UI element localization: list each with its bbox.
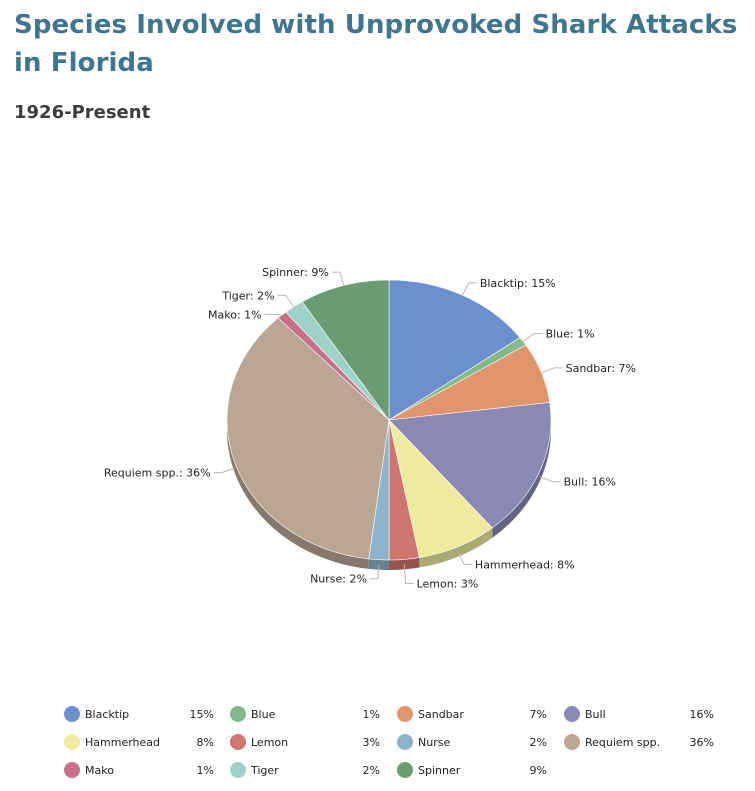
legend-value-lemon: 3% xyxy=(363,736,380,749)
legend-label-blacktip: Blacktip xyxy=(85,708,129,721)
data-label-requiem-spp: Requiem spp.: 36% xyxy=(104,467,211,480)
data-label-spinner: Spinner: 9% xyxy=(262,266,329,279)
legend-item-sandbar[interactable]: Sandbar 7% xyxy=(397,706,547,722)
legend-value-sandbar: 7% xyxy=(530,708,547,721)
pie-slice-blacktip[interactable] xyxy=(388,279,521,421)
legend-item-hammerhead[interactable]: Hammerhead 8% xyxy=(64,734,214,750)
pie-side-nurse xyxy=(368,558,389,570)
legend-marker-blue xyxy=(230,706,246,722)
legend-item-spinner[interactable]: Spinner 9% xyxy=(397,762,547,778)
label-leader-bull xyxy=(539,476,561,483)
legend-marker-bull xyxy=(564,706,580,722)
legend-marker-lemon xyxy=(230,734,246,750)
legend-value-bull: 16% xyxy=(690,708,714,721)
data-label-mako: Mako: 1% xyxy=(208,308,262,321)
legend-value-requiem-spp: 36% xyxy=(690,736,714,749)
pie-slice-bull[interactable] xyxy=(388,402,552,529)
legend-marker-requiem-spp xyxy=(564,734,580,750)
data-label-bull: Bull: 16% xyxy=(564,476,616,489)
data-labels: Blacktip: 15% Blue: 1% Sandbar: 7% Bull: 16… xyxy=(104,266,636,590)
pie-side-bull xyxy=(492,420,551,538)
legend-value-mako: 1% xyxy=(197,764,214,777)
legend-item-bull[interactable]: Bull 16% xyxy=(564,706,714,722)
legend-marker-blacktip xyxy=(64,706,80,722)
legend-marker-hammerhead xyxy=(64,734,80,750)
pie-side-lemon xyxy=(389,557,420,570)
legend-value-blue: 1% xyxy=(363,708,380,721)
legend-marker-tiger xyxy=(230,762,246,778)
data-label-hammerhead: Hammerhead: 8% xyxy=(475,558,575,571)
label-leader-spinner xyxy=(331,271,345,286)
legend-marker-spinner xyxy=(397,762,413,778)
data-label-blacktip: Blacktip: 15% xyxy=(480,277,556,290)
legend-item-lemon[interactable]: Lemon 3% xyxy=(230,734,380,750)
data-label-blue: Blue: 1% xyxy=(546,327,595,340)
label-leader-sandbar xyxy=(541,367,563,374)
legend-label-tiger: Tiger xyxy=(250,764,279,777)
legend-label-nurse: Nurse xyxy=(418,736,450,749)
pie-slice-spinner[interactable] xyxy=(301,279,390,421)
legend: Blacktip 15% Blue 1% Sandbar 7% Bull 16% Hammerh… xyxy=(64,706,714,778)
legend-label-lemon: Lemon xyxy=(251,736,288,749)
legend-value-blacktip: 15% xyxy=(190,708,214,721)
legend-label-blue: Blue xyxy=(251,708,276,721)
label-leader-hammerhead xyxy=(457,551,472,565)
data-label-tiger: Tiger: 2% xyxy=(221,289,274,302)
data-label-sandbar: Sandbar: 7% xyxy=(566,362,636,375)
chart-title: Species Involved with Unprovoked Shark A… xyxy=(14,10,738,78)
legend-label-sandbar: Sandbar xyxy=(418,708,464,721)
legend-value-nurse: 2% xyxy=(530,736,547,749)
label-leader-blacktip xyxy=(462,282,477,296)
label-leader-blue xyxy=(522,332,543,342)
legend-label-hammerhead: Hammerhead xyxy=(85,736,160,749)
pie-side-requiem-spp xyxy=(227,420,369,569)
legend-label-mako: Mako xyxy=(85,764,114,777)
legend-marker-nurse xyxy=(397,734,413,750)
legend-item-blacktip[interactable]: Blacktip 15% xyxy=(64,706,214,722)
pie-slice-requiem-spp[interactable] xyxy=(226,317,390,560)
legend-marker-sandbar xyxy=(397,706,413,722)
label-leader-nurse xyxy=(369,564,380,580)
data-label-lemon: Lemon: 3% xyxy=(417,577,479,590)
label-leader-mako xyxy=(264,313,282,316)
label-leader-tiger xyxy=(277,294,295,308)
data-label-nurse: Nurse: 2% xyxy=(310,573,367,586)
legend-label-spinner: Spinner xyxy=(418,764,461,777)
label-leader-requiem-spp xyxy=(213,467,236,474)
legend-marker-mako xyxy=(64,762,80,778)
legend-label-requiem-spp: Requiem spp. xyxy=(585,736,660,749)
legend-item-nurse[interactable]: Nurse 2% xyxy=(397,734,547,750)
legend-item-mako[interactable]: Mako 1% xyxy=(64,762,214,778)
chart-subtitle: 1926-Present xyxy=(14,102,151,123)
pie-slices xyxy=(226,279,552,561)
legend-value-spinner: 9% xyxy=(530,764,547,777)
legend-value-hammerhead: 8% xyxy=(197,736,214,749)
label-leader-lemon xyxy=(403,564,414,584)
legend-value-tiger: 2% xyxy=(363,764,380,777)
legend-item-blue[interactable]: Blue 1% xyxy=(230,706,380,722)
legend-item-tiger[interactable]: Tiger 2% xyxy=(230,762,380,778)
legend-label-bull: Bull xyxy=(585,708,606,721)
legend-item-requiem-spp[interactable]: Requiem spp. 36% xyxy=(564,734,714,750)
